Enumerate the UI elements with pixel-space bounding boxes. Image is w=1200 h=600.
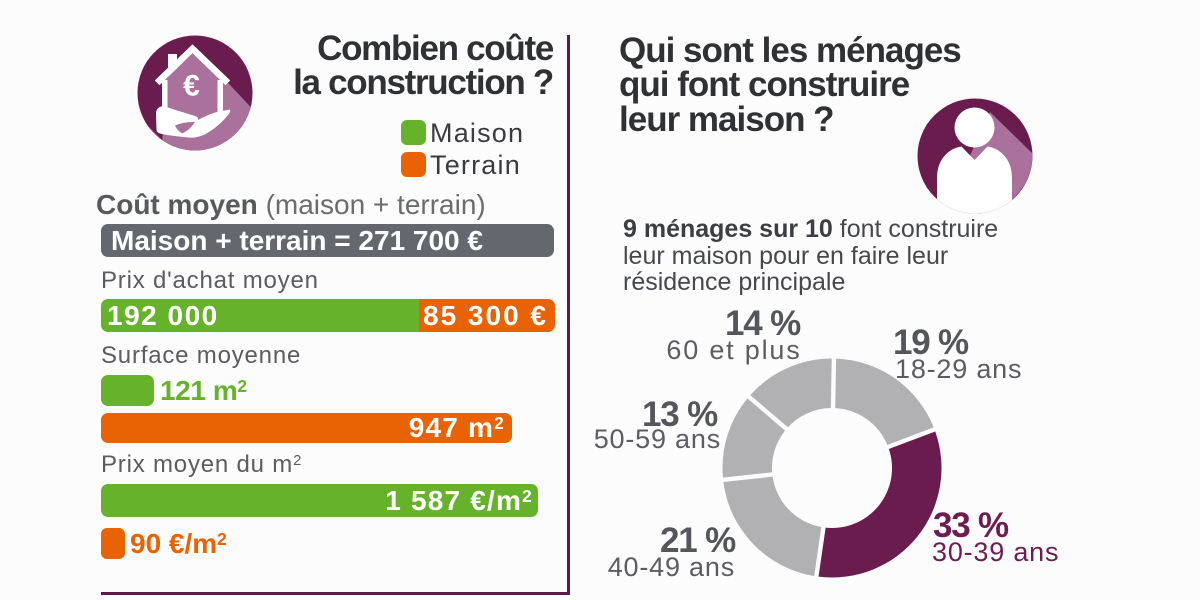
- svg-text:€: €: [183, 70, 200, 103]
